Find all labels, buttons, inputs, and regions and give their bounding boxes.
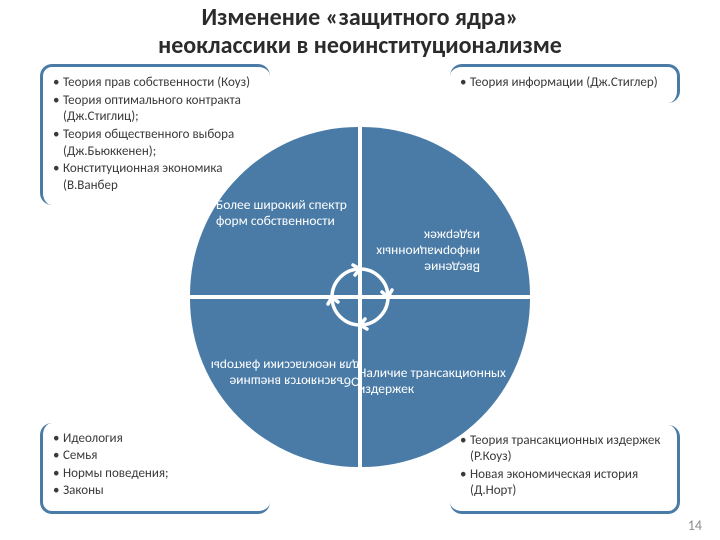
list-item: Законы bbox=[53, 483, 260, 500]
quad-label-bl: Объясняются внешние для неоклассики факт… bbox=[210, 357, 360, 389]
list-item: Теория информации (Дж.Стиглер) bbox=[460, 75, 667, 92]
title-line-2: неоклассики в неоинституционализме bbox=[158, 31, 562, 60]
box-top-right: Теория информации (Дж.Стиглер) bbox=[450, 64, 680, 103]
list-item: Теория прав собственности (Коуз) bbox=[53, 75, 260, 92]
list-item: Новая экономическая история (Д.Норт) bbox=[460, 467, 667, 500]
slide-title: Изменение «защитного ядра» неоклассики в… bbox=[0, 0, 720, 59]
quad-label-br: Наличие трансакционных издержек bbox=[358, 365, 508, 397]
title-line-1: Изменение «защитного ядра» bbox=[201, 3, 518, 32]
cycle-circle: Более широкий спектр форм собственности … bbox=[190, 127, 530, 467]
list-item: Нормы поведения; bbox=[53, 466, 260, 483]
cycle-arrows-icon bbox=[320, 257, 400, 337]
box-tr-list: Теория информации (Дж.Стиглер) bbox=[460, 75, 667, 92]
quad-label-tl: Более широкий спектр форм собственности bbox=[216, 197, 366, 229]
page-number: 14 bbox=[688, 517, 702, 534]
list-item: Теория оптимального контракта (Дж.Стигли… bbox=[53, 93, 260, 126]
diagram-stage: Теория прав собственности (Коуз)Теория о… bbox=[0, 62, 720, 532]
